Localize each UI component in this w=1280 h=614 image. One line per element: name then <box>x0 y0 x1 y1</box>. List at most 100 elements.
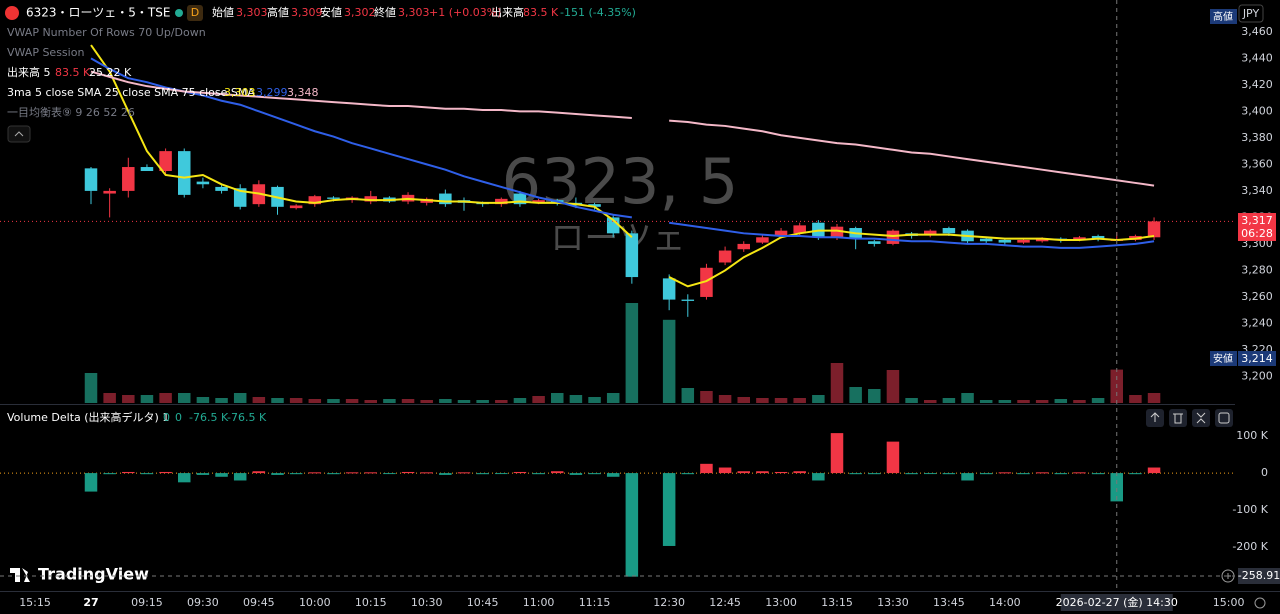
open-label: 始値 <box>212 5 234 19</box>
trash-icon <box>1173 413 1183 424</box>
volume-bar <box>737 397 750 403</box>
x-tick-label: 11:00 <box>523 596 555 609</box>
up-icon <box>1150 412 1160 422</box>
plot: 3,2003,2203,2403,2603,2803,3003,3203,340… <box>0 25 1273 609</box>
y-tick-label: 3,400 <box>1241 104 1273 117</box>
delta-bar <box>233 473 247 481</box>
symbol[interactable]: 6323・ローツェ・5・TSE <box>26 6 170 20</box>
low-label: 安値 <box>320 5 342 19</box>
volume-bar <box>924 400 937 403</box>
volume-bar <box>942 398 956 403</box>
maximize-icon <box>1218 412 1230 424</box>
x-tick-label: 15:15 <box>19 596 51 609</box>
candle-body <box>532 200 545 203</box>
legend-ma[interactable]: 3ma 5 close SMA 25 close SMA 75 close SM… <box>7 86 255 99</box>
y-tick-label: 0 <box>1261 466 1268 479</box>
delta-bar <box>1017 473 1030 475</box>
candle-body <box>327 197 340 199</box>
high-value: 3,309 <box>291 6 323 19</box>
volume-bar <box>812 395 825 403</box>
delta-bar <box>308 472 322 474</box>
collapse-button[interactable] <box>7 125 31 143</box>
delta-bar <box>289 473 303 475</box>
x-tick-label: 12:30 <box>653 596 685 609</box>
delta-bar <box>252 471 266 474</box>
legend-vwap-session[interactable]: VWAP Session <box>7 46 84 59</box>
volume-bar <box>849 387 862 403</box>
currency-box[interactable] <box>1238 4 1264 23</box>
high-tag: 高値 <box>1213 10 1233 23</box>
delta-bar <box>606 473 620 477</box>
volume-bar <box>252 397 266 403</box>
volume-bar <box>979 400 993 403</box>
volume-bar <box>457 400 471 403</box>
delta-bar <box>942 473 956 475</box>
candle-body <box>103 190 116 194</box>
volume-bar <box>345 399 359 403</box>
candle-body <box>196 181 210 185</box>
crosshair-time-box <box>1060 594 1173 611</box>
volume-change: -151 (-4.35%) <box>560 6 636 19</box>
candle-body <box>886 230 900 244</box>
x-tick-label: 13:45 <box>933 596 965 609</box>
legend-volume[interactable]: 出来高 5 <box>7 65 51 79</box>
delta-bar <box>401 471 415 474</box>
candle-body <box>1073 237 1086 240</box>
delta-bar <box>159 471 172 474</box>
delta-bar <box>774 471 788 474</box>
collapse-icon <box>14 131 24 137</box>
x-tick-label: 09:15 <box>131 596 163 609</box>
settings-button[interactable] <box>1254 597 1266 609</box>
legend-vwap[interactable]: VWAP Number Of Rows 70 Up/Down <box>7 26 206 39</box>
legend: VWAP Number Of Rows 70 Up/Down VWAP Sess… <box>7 26 1233 427</box>
last-price: 3,317 <box>1241 214 1273 227</box>
y-tick-label: 3,260 <box>1241 290 1273 303</box>
x-tick-label: 10:15 <box>355 596 387 609</box>
legend-ichimoku[interactable]: 一目均衡表⑨ 9 26 52 26 <box>7 105 135 119</box>
crosshair-value-box <box>1238 568 1280 584</box>
volume-bar <box>662 319 676 403</box>
x-tick-label: 12:45 <box>709 596 741 609</box>
volume-bar <box>774 398 788 403</box>
volume-bar <box>327 399 340 403</box>
delta-bar <box>868 473 881 475</box>
delta-bar <box>345 472 359 474</box>
candle-body <box>998 239 1012 243</box>
volume-bar <box>308 399 322 403</box>
volume-label: 出来高 <box>491 5 524 19</box>
candle-body <box>979 238 993 242</box>
candle-body <box>308 196 322 205</box>
axis-ui: JPY 高値 安値 3,214 3,317 06:28 -258.91 Trad… <box>10 4 1280 609</box>
volume-bar <box>159 393 172 403</box>
delta-bar <box>830 433 844 474</box>
logo-text[interactable]: TradingView <box>38 565 149 584</box>
candle-body <box>942 228 956 234</box>
volume-bar <box>1147 393 1161 403</box>
candle-body <box>700 267 713 297</box>
watermark-code: 6323, 5 <box>502 145 739 218</box>
volume-bar <box>383 399 396 403</box>
delta-bar <box>178 473 191 483</box>
candle-body <box>737 243 750 250</box>
delta-bar <box>420 472 433 474</box>
legend-delta[interactable]: Volume Delta (出来高デルタ) 1 <box>7 410 169 424</box>
collapse-icon <box>1196 412 1206 424</box>
collapse-pane-button[interactable] <box>1192 409 1210 427</box>
delta-bar <box>383 473 396 475</box>
volume-bar <box>1091 398 1105 403</box>
maximize-button[interactable] <box>1215 409 1233 427</box>
delete-button[interactable] <box>1169 409 1187 427</box>
delta-bar <box>122 471 135 474</box>
candle-body <box>1017 239 1030 243</box>
legend-volume-value: 83.5 K <box>55 66 91 79</box>
delta-bar <box>1035 472 1049 474</box>
delta-bar <box>905 473 918 475</box>
candle-body <box>159 151 172 172</box>
x-tick-label: 09:30 <box>187 596 219 609</box>
x-tick-label: 15:00 <box>1213 596 1245 609</box>
flag: D <box>191 6 199 19</box>
low-value: 3,302 <box>344 6 376 19</box>
candle-body <box>364 196 377 202</box>
